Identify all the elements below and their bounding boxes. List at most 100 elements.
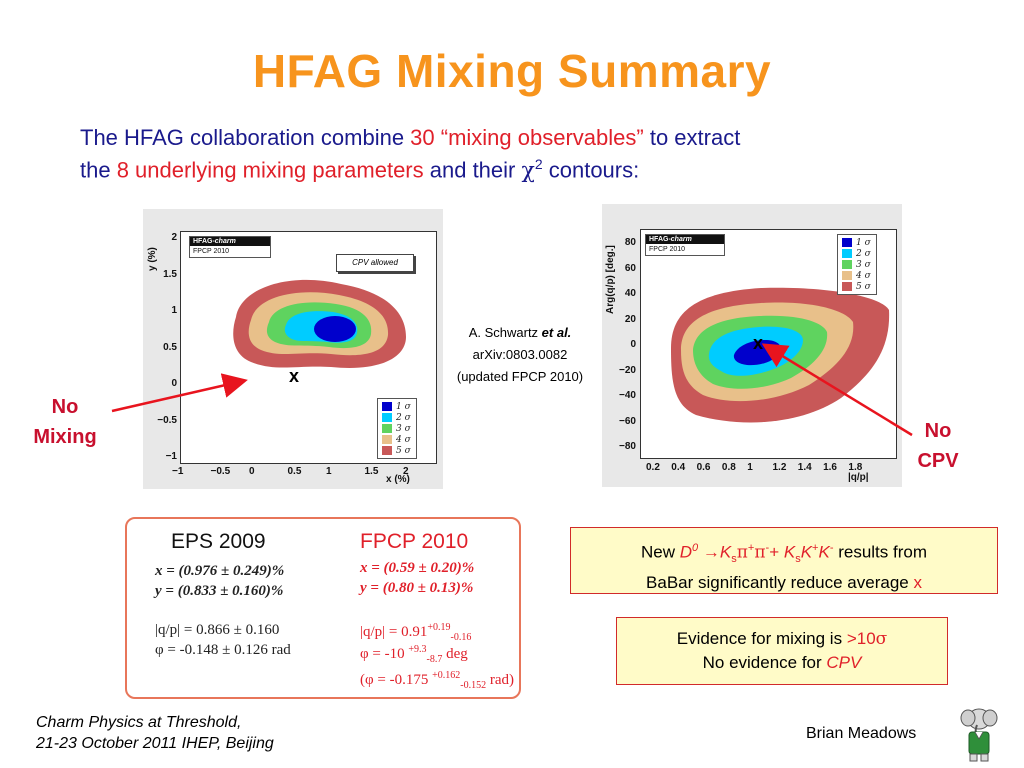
- legend-item: 3 σ: [842, 259, 872, 270]
- citation-arxiv: arXiv:0803.0082: [472, 347, 568, 362]
- tick-label: −1: [165, 451, 177, 462]
- k-sub: s: [795, 553, 801, 566]
- tick-label: 2: [171, 232, 177, 243]
- citation-note: A. Schwartz et al. arXiv:0803.0082 (upda…: [445, 322, 595, 388]
- hfag-badge-subtitle: FPCP 2010: [193, 248, 230, 255]
- footer-author: Brian Meadows: [806, 725, 917, 742]
- sigma-contour-1: [314, 315, 356, 343]
- legend-swatch: [382, 446, 392, 455]
- sigma-symbol: σ: [875, 629, 888, 649]
- legend-swatch: [842, 282, 852, 291]
- evidence-significance: >10: [846, 629, 876, 648]
- legend-item: 4 σ: [842, 270, 872, 281]
- tick-label: 60: [624, 262, 636, 274]
- legend-label: 5 σ: [396, 445, 411, 456]
- legend-label: 4 σ: [856, 270, 871, 281]
- tick-label: −80: [619, 441, 636, 452]
- tick-label: 1.5: [364, 466, 379, 477]
- tick-label: −40: [619, 390, 636, 401]
- no-cpv-label-line: No: [924, 420, 952, 442]
- tick-label: −20: [619, 364, 636, 376]
- k-symbol: K: [783, 542, 796, 562]
- fpcp-rad-unit: rad): [486, 672, 514, 688]
- no-mixing-arrow: [111, 373, 248, 413]
- tick-label: 0: [171, 378, 177, 389]
- legend-label: 2 σ: [396, 412, 411, 423]
- tick-label: 1: [326, 466, 332, 477]
- babar-results-line-1: New D0 →Ksπ+π-+ KsK+K- results from: [571, 537, 997, 571]
- cpv-term: CPV: [826, 653, 862, 672]
- xy-plot-area: HFAG-charm FPCP 2010 CPV allowed 1 σ 2 σ…: [180, 231, 437, 464]
- citation-update: (updated FPCP 2010): [456, 369, 584, 384]
- fpcp-phi-plus: +9.3: [408, 644, 427, 655]
- tick-label: 1.4: [797, 462, 812, 473]
- tick-label: 1.5: [163, 268, 177, 280]
- evidence-box: Evidence for mixing is >10σ No evidence …: [616, 617, 948, 685]
- legend-item: 5 σ: [382, 445, 412, 456]
- tick-label: 0.6: [696, 462, 711, 473]
- tick-label: 0: [249, 466, 255, 477]
- tick-label: 1: [747, 462, 753, 473]
- intro-text-part: contours:: [542, 157, 640, 183]
- fpcp-qp-value: |q/p| = 0.91+0.19-0.16: [360, 617, 471, 649]
- eps-qp-value: |q/p| = 0.866 ± 0.160: [155, 622, 280, 638]
- citation-author: A. Schwartz et al.: [445, 322, 595, 344]
- slide-title: HFAG Mixing Summary: [252, 45, 772, 97]
- intro-text-part: the: [80, 157, 117, 183]
- babar-text: New: [640, 542, 680, 562]
- legend-item: 4 σ: [382, 434, 412, 445]
- legend-item: 2 σ: [382, 412, 412, 423]
- legend-item: 2 σ: [842, 248, 872, 259]
- fpcp-rad-minus: -0.152: [460, 680, 487, 691]
- tick-label: 0.4: [671, 462, 686, 473]
- fpcp-y-value: y = (0.80 ± 0.13)%: [360, 580, 474, 596]
- hfag-badge-right: HFAG-charm FPCP 2010: [645, 234, 725, 256]
- fpcp-phi-minus: -8.7: [426, 654, 443, 665]
- pi-sup: +: [747, 542, 755, 554]
- evidence-line-2: No evidence for CPV: [617, 651, 947, 674]
- k-symbol: K: [818, 542, 830, 562]
- no-mixing-label-line: No: [51, 396, 79, 418]
- babar-text: BaBar significantly reduce average: [646, 573, 914, 593]
- evidence-text: No evidence for: [702, 653, 827, 672]
- tick-label: 0.8: [721, 462, 736, 473]
- k-symbol: K: [800, 542, 813, 562]
- tick-label: 20: [624, 313, 636, 325]
- fpcp-phi-rad-value: (φ = -0.175 +0.162-0.152 rad): [360, 665, 514, 697]
- hfag-badge-title: HFAG-charm: [646, 235, 724, 244]
- xy-contour-svg: [233, 279, 406, 368]
- legend-swatch: [842, 238, 852, 247]
- x-axis-title-left: x (%): [386, 474, 410, 485]
- legend-swatch: [382, 402, 392, 411]
- legend-swatch: [842, 271, 852, 280]
- babar-text: results from: [833, 542, 928, 562]
- chi-exponent: 2: [534, 156, 543, 172]
- legend-label: 1 σ: [396, 401, 411, 412]
- babar-logo-icon: [960, 708, 998, 762]
- intro-highlight-observables: 30 “mixing observables”: [410, 125, 644, 150]
- fpcp-phi-main: φ = -10: [360, 646, 409, 662]
- pi-symbol: π: [736, 542, 748, 563]
- legend-label: 1 σ: [856, 237, 871, 248]
- tick-label: 2: [403, 466, 409, 477]
- tick-label: 0: [630, 339, 636, 350]
- hfag-badge-title-text: HFAG-: [193, 238, 215, 245]
- fpcp-qp-main: |q/p| = 0.91: [360, 624, 428, 640]
- legend-item: 1 σ: [842, 237, 872, 248]
- fpcp-rad-plus: +0.162: [432, 670, 461, 681]
- k-sup: +: [812, 542, 819, 554]
- hfag-badge-title: HFAG-charm: [190, 237, 270, 246]
- legend-swatch: [842, 249, 852, 258]
- eps-x-value: x = (0.976 ± 0.249)%: [155, 563, 285, 579]
- tick-label: −1: [172, 466, 184, 477]
- intro-text: The HFAG collaboration combine 30 “mixin…: [80, 124, 960, 184]
- evidence-line-1: Evidence for mixing is >10σ: [617, 627, 947, 651]
- tick-label: 1.2: [772, 462, 787, 473]
- hfag-badge-title-text: HFAG-: [649, 236, 671, 243]
- intro-text-part: and their: [423, 157, 522, 183]
- plus-sign: +: [769, 542, 784, 562]
- eps-2009-heading: EPS 2009: [171, 530, 266, 553]
- tick-label: 0.5: [163, 341, 177, 353]
- fpcp-phi-value: φ = -10 +9.3-8.7 deg: [360, 639, 468, 671]
- x-param: x: [913, 573, 922, 593]
